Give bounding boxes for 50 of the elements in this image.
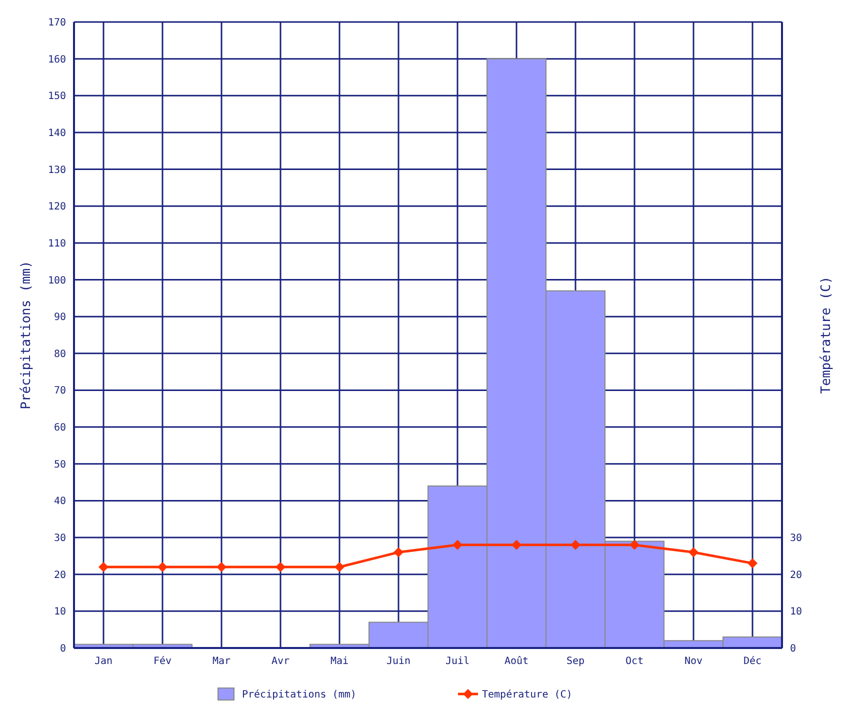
point [334, 562, 344, 572]
y-tick-label: 160 [48, 54, 66, 66]
y-axis-title: Précipitations (mm) [19, 260, 34, 410]
y-tick-label: 60 [54, 422, 66, 434]
point [570, 540, 580, 550]
point [158, 562, 168, 572]
y2-tick-label: 10 [790, 606, 802, 618]
point [98, 562, 108, 572]
x-tick-label: Mar [212, 656, 231, 667]
y-tick-label: 30 [54, 533, 66, 544]
y2-tick-label: 20 [790, 570, 802, 581]
y-tick-label: 140 [48, 128, 66, 139]
point [394, 547, 404, 558]
y-tick-label: 150 [48, 91, 66, 102]
point [452, 540, 462, 550]
point [216, 562, 226, 572]
y-tick-label: 20 [54, 570, 66, 581]
legend-label: Précipitations (mm) [242, 690, 356, 700]
y-tick-label: 70 [54, 386, 66, 397]
x-tick-label: Oct [625, 656, 644, 667]
x-tick-label: Mai [330, 656, 349, 667]
y-tick-label: 170 [48, 18, 66, 28]
y-tick-label: 80 [54, 348, 66, 360]
y-tick-label: 110 [48, 238, 66, 250]
x-tick-label: Déc [743, 656, 762, 667]
y-tick-label: 40 [54, 496, 66, 508]
point [748, 558, 758, 568]
legend-label: Température (C) [482, 690, 572, 700]
y-tick-label: 130 [48, 164, 66, 176]
point [630, 540, 640, 550]
y2-tick-label: 0 [790, 644, 796, 654]
y-tick-label: 120 [48, 202, 66, 213]
point [276, 562, 286, 572]
point [688, 547, 698, 558]
y2-axis-title: Température (C) [819, 276, 834, 394]
point [512, 540, 522, 550]
y-tick-label: 0 [60, 644, 66, 654]
x-tick-label: Avr [271, 656, 290, 667]
y-tick-label: 50 [54, 459, 66, 470]
y2-tick-label: 30 [790, 533, 802, 544]
y-tick-label: 90 [54, 312, 66, 324]
x-tick-label: Juil [445, 656, 470, 667]
x-tick-label: Août [504, 656, 529, 667]
y-tick-label: 10 [54, 606, 66, 618]
x-tick-label: Nov [684, 656, 703, 667]
x-tick-label: Sep [566, 656, 585, 667]
x-tick-label: Jan [94, 656, 113, 667]
x-tick-label: Juin [386, 656, 411, 667]
y-tick-label: 100 [48, 275, 66, 286]
x-tick-label: Fév [153, 656, 172, 667]
